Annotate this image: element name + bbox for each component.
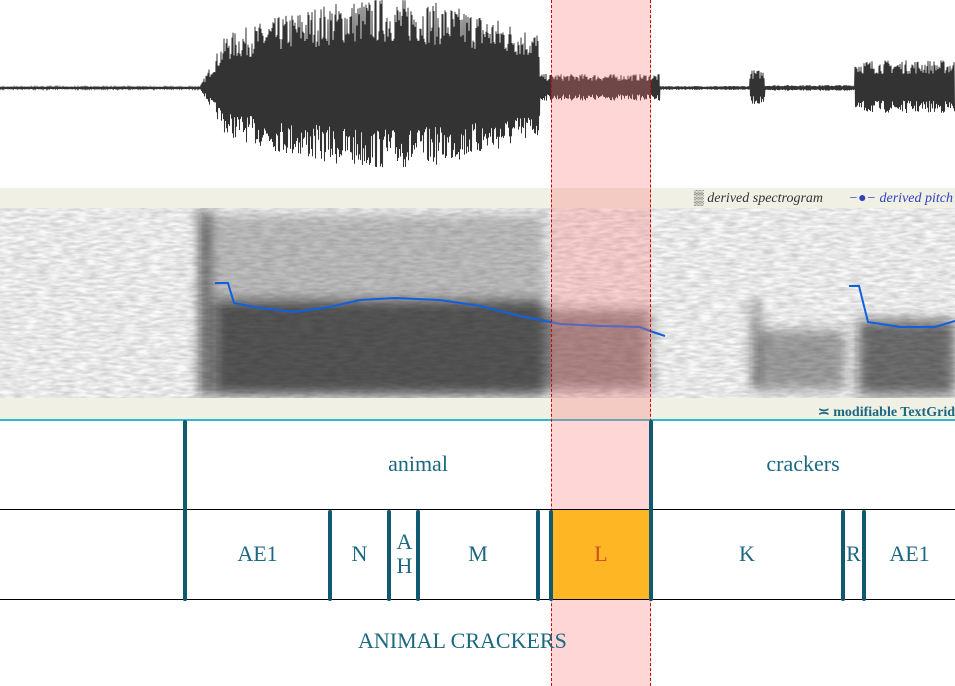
word-label[interactable]: animal	[388, 451, 448, 476]
phone-label[interactable]: AE1	[889, 541, 930, 566]
boundary	[549, 510, 553, 601]
boundary	[328, 510, 332, 601]
word-label[interactable]: crackers	[766, 451, 840, 476]
spectrogram-energy	[200, 210, 955, 395]
boundary	[416, 510, 420, 601]
boundary	[862, 510, 866, 601]
boundary	[183, 510, 187, 601]
legend-strip	[0, 188, 955, 208]
phone-label[interactable]: M	[468, 541, 488, 566]
textgrid-legend: ≍ modifiable TextGrid	[818, 405, 955, 420]
phone-label[interactable]: AE1	[237, 541, 278, 566]
sentence-label[interactable]: ANIMAL CRACKERS	[358, 628, 567, 653]
textgrid-top-line	[0, 419, 955, 421]
boundary	[536, 510, 540, 601]
selection	[551, 0, 651, 686]
phone-label[interactable]: K	[739, 541, 755, 566]
boundary	[649, 510, 653, 601]
tier-separator	[0, 509, 955, 510]
boundary	[841, 510, 845, 601]
phone-text: AH	[396, 529, 413, 578]
textgrid-strip	[0, 398, 955, 420]
legend-text: derived pitch	[879, 191, 953, 206]
pitch-curve	[215, 282, 666, 337]
phone-label[interactable]: AH	[389, 510, 418, 598]
pitch-legend: −●− derived pitch	[848, 191, 953, 206]
boundary	[387, 510, 391, 601]
phone-label[interactable]: L	[594, 541, 608, 566]
phone-label[interactable]: R	[846, 541, 861, 566]
selected-interval[interactable]	[551, 510, 651, 599]
spectrogram-legend: ▒ derived spectrogram	[693, 191, 823, 206]
waveform	[0, 0, 955, 168]
tier-separator	[0, 599, 955, 600]
legend-text: derived spectrogram	[707, 191, 823, 206]
legend-text: modifiable TextGrid	[833, 405, 955, 420]
phone-label[interactable]: N	[351, 541, 368, 566]
pitch-curve	[849, 285, 955, 328]
